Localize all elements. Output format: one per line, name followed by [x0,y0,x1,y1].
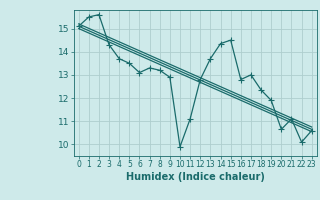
X-axis label: Humidex (Indice chaleur): Humidex (Indice chaleur) [126,172,265,182]
